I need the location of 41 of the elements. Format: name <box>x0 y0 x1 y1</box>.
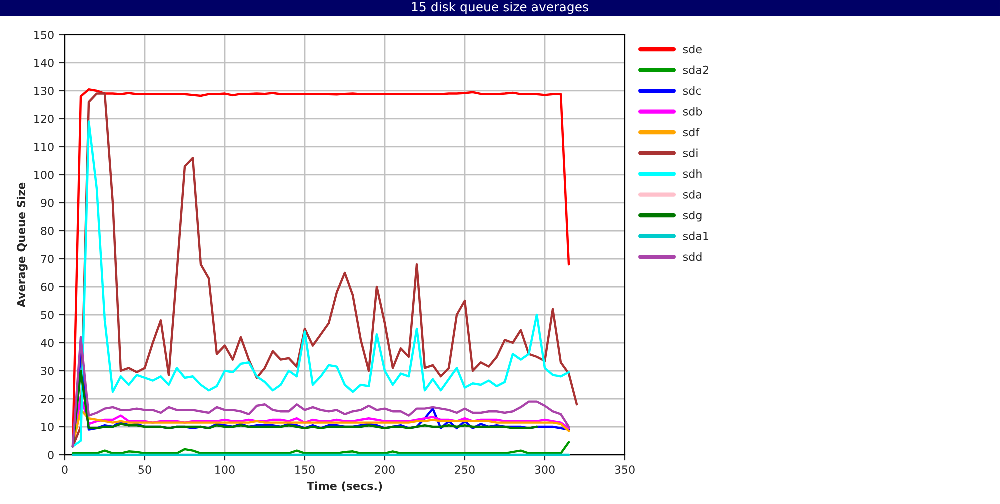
y-tick-label: 20 <box>41 394 54 404</box>
y-tick-label: 130 <box>34 86 54 96</box>
y-tick-label: 10 <box>42 422 54 432</box>
legend-label: sdh <box>683 170 702 178</box>
legend-label: sde <box>683 44 702 54</box>
y-tick-label: 70 <box>41 254 54 264</box>
x-axis-title: Time (secs.) <box>307 482 382 492</box>
x-tick-label: 100 <box>216 466 235 474</box>
chart-title: 15 disk queue size averages <box>412 2 588 14</box>
y-tick-label: 150 <box>34 30 54 40</box>
y-tick-label: 30 <box>41 366 54 376</box>
x-tick-label: 50 <box>138 466 152 474</box>
legend-label: sda2 <box>683 66 708 74</box>
line-series <box>72 336 570 448</box>
x-tick-label: 350 <box>615 466 635 474</box>
y-tick-label: 60 <box>41 282 54 292</box>
y-tick-label: 50 <box>41 310 54 320</box>
x-tick-label: 200 <box>375 466 395 474</box>
y-tick-label: 110 <box>34 142 54 152</box>
y-tick-label: 140 <box>34 58 54 68</box>
y-tick-label: 40 <box>40 338 54 348</box>
x-tick-label: 0 <box>62 466 68 474</box>
y-tick-label: 80 <box>41 226 54 236</box>
legend-label: sdi <box>683 148 698 158</box>
legend-label: sdc <box>683 86 702 96</box>
y-tick-label: 100 <box>34 170 54 180</box>
legend-label: sdd <box>683 252 702 262</box>
line-series <box>72 441 570 455</box>
x-tick-label: 300 <box>535 466 555 474</box>
legend-label: sda1 <box>683 232 709 240</box>
y-axis-title: Average Queue Size <box>16 182 28 308</box>
y-tick-label: 0 <box>48 450 54 460</box>
legend-label: sda <box>683 190 702 199</box>
x-tick-label: 150 <box>296 466 315 474</box>
line-series <box>72 370 538 448</box>
legend-label: sdf <box>683 128 700 137</box>
legend-label: sdb <box>683 107 702 116</box>
y-tick-label: 120 <box>34 114 54 124</box>
x-tick-label: 250 <box>455 466 475 474</box>
y-tick-label: 90 <box>41 198 54 208</box>
legend-label: sdg <box>683 211 702 222</box>
